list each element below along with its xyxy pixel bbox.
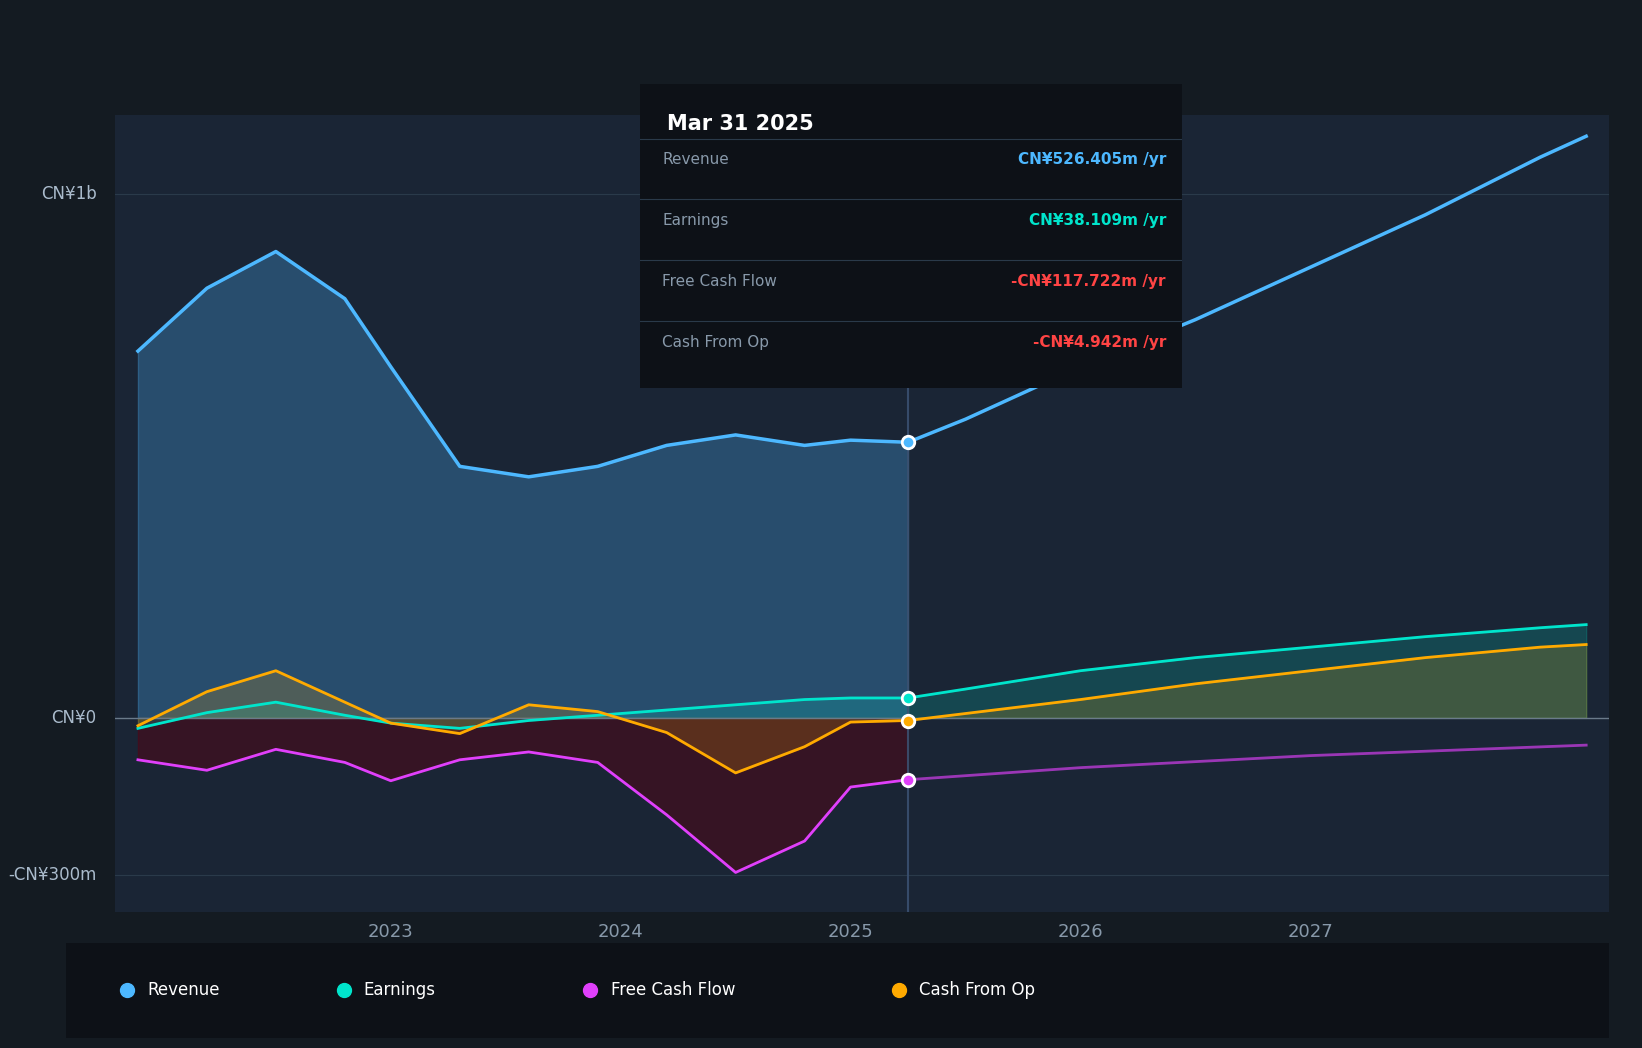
Text: CN¥0: CN¥0 xyxy=(51,708,97,727)
Text: Free Cash Flow: Free Cash Flow xyxy=(611,981,736,1000)
Text: Analysts Forecasts: Analysts Forecasts xyxy=(920,129,1087,147)
Text: Revenue: Revenue xyxy=(662,152,729,168)
Text: -CN¥300m: -CN¥300m xyxy=(8,866,97,885)
Text: -CN¥4.942m /yr: -CN¥4.942m /yr xyxy=(1033,334,1166,350)
Text: CN¥1b: CN¥1b xyxy=(41,184,97,203)
Text: CN¥38.109m /yr: CN¥38.109m /yr xyxy=(1028,213,1166,228)
Text: Free Cash Flow: Free Cash Flow xyxy=(662,274,777,289)
Text: Cash From Op: Cash From Op xyxy=(920,981,1034,1000)
Text: Mar 31 2025: Mar 31 2025 xyxy=(667,114,814,134)
Text: Earnings: Earnings xyxy=(363,981,435,1000)
Text: CN¥526.405m /yr: CN¥526.405m /yr xyxy=(1018,152,1166,168)
Text: Past: Past xyxy=(859,129,897,147)
Text: Cash From Op: Cash From Op xyxy=(662,334,768,350)
Text: -CN¥117.722m /yr: -CN¥117.722m /yr xyxy=(1011,274,1166,289)
Text: Revenue: Revenue xyxy=(148,981,220,1000)
Text: Earnings: Earnings xyxy=(662,213,729,228)
